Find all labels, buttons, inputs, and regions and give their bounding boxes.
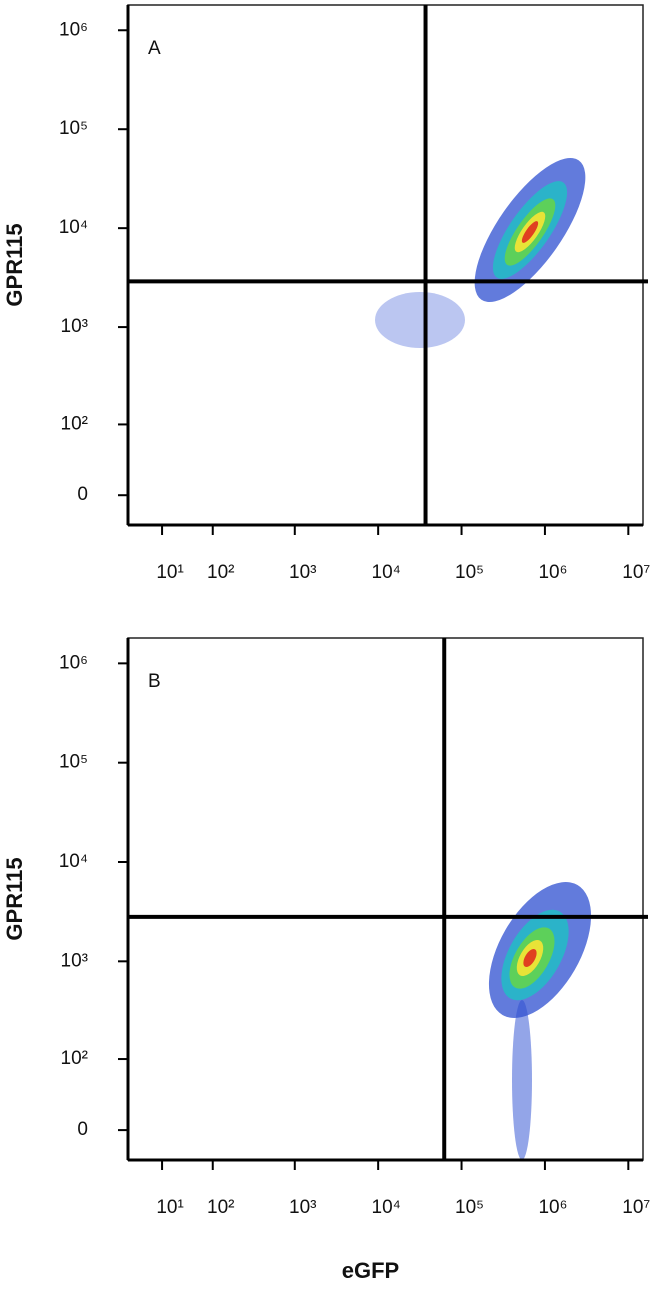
y-tick-label: 0	[77, 484, 88, 505]
y-tick-label: 10⁶	[59, 652, 88, 673]
x-tick-label: 10⁵	[455, 562, 484, 583]
x-tick-label: 10⁷	[622, 562, 650, 583]
x-tick-label: 10⁷	[622, 1197, 650, 1218]
y-axis-title: GPR115	[2, 223, 27, 306]
x-tick-label: 10¹	[156, 1197, 183, 1218]
y-tick-label: 0	[77, 1119, 88, 1140]
x-tick-label: 10²	[207, 562, 234, 583]
plot-frame	[127, 4, 644, 526]
y-tick-label: 10²	[61, 413, 88, 434]
x-tick-label: 10³	[289, 1197, 316, 1218]
x-axis-title: eGFP	[342, 1258, 399, 1283]
x-tick-label: 10⁵	[455, 1197, 484, 1218]
x-tick-label: 10⁶	[538, 562, 567, 583]
x-tick-label: 10³	[289, 562, 316, 583]
y-axis-title: GPR115	[2, 857, 27, 940]
y-tick-label: 10³	[61, 316, 88, 337]
y-tick-label: 10³	[61, 950, 88, 971]
x-tick-label: 10²	[207, 1197, 234, 1218]
y-tick-label: 10⁶	[59, 19, 88, 40]
y-tick-label: 10⁵	[59, 752, 88, 773]
panel-label: B	[148, 671, 161, 692]
x-tick-label: 10⁴	[372, 562, 401, 583]
x-tick-label: 10¹	[156, 562, 183, 583]
density-cloud-a	[375, 157, 586, 348]
y-tick-label: 10²	[61, 1048, 88, 1069]
y-tick-label: 10⁴	[59, 851, 88, 872]
x-tick-label: 10⁶	[538, 1197, 567, 1218]
panel-label: A	[148, 38, 161, 59]
density-cloud-b	[488, 882, 592, 1160]
y-tick-label: 10⁴	[59, 217, 88, 238]
x-tick-label: 10⁴	[372, 1197, 401, 1218]
y-tick-label: 10⁵	[59, 118, 88, 139]
